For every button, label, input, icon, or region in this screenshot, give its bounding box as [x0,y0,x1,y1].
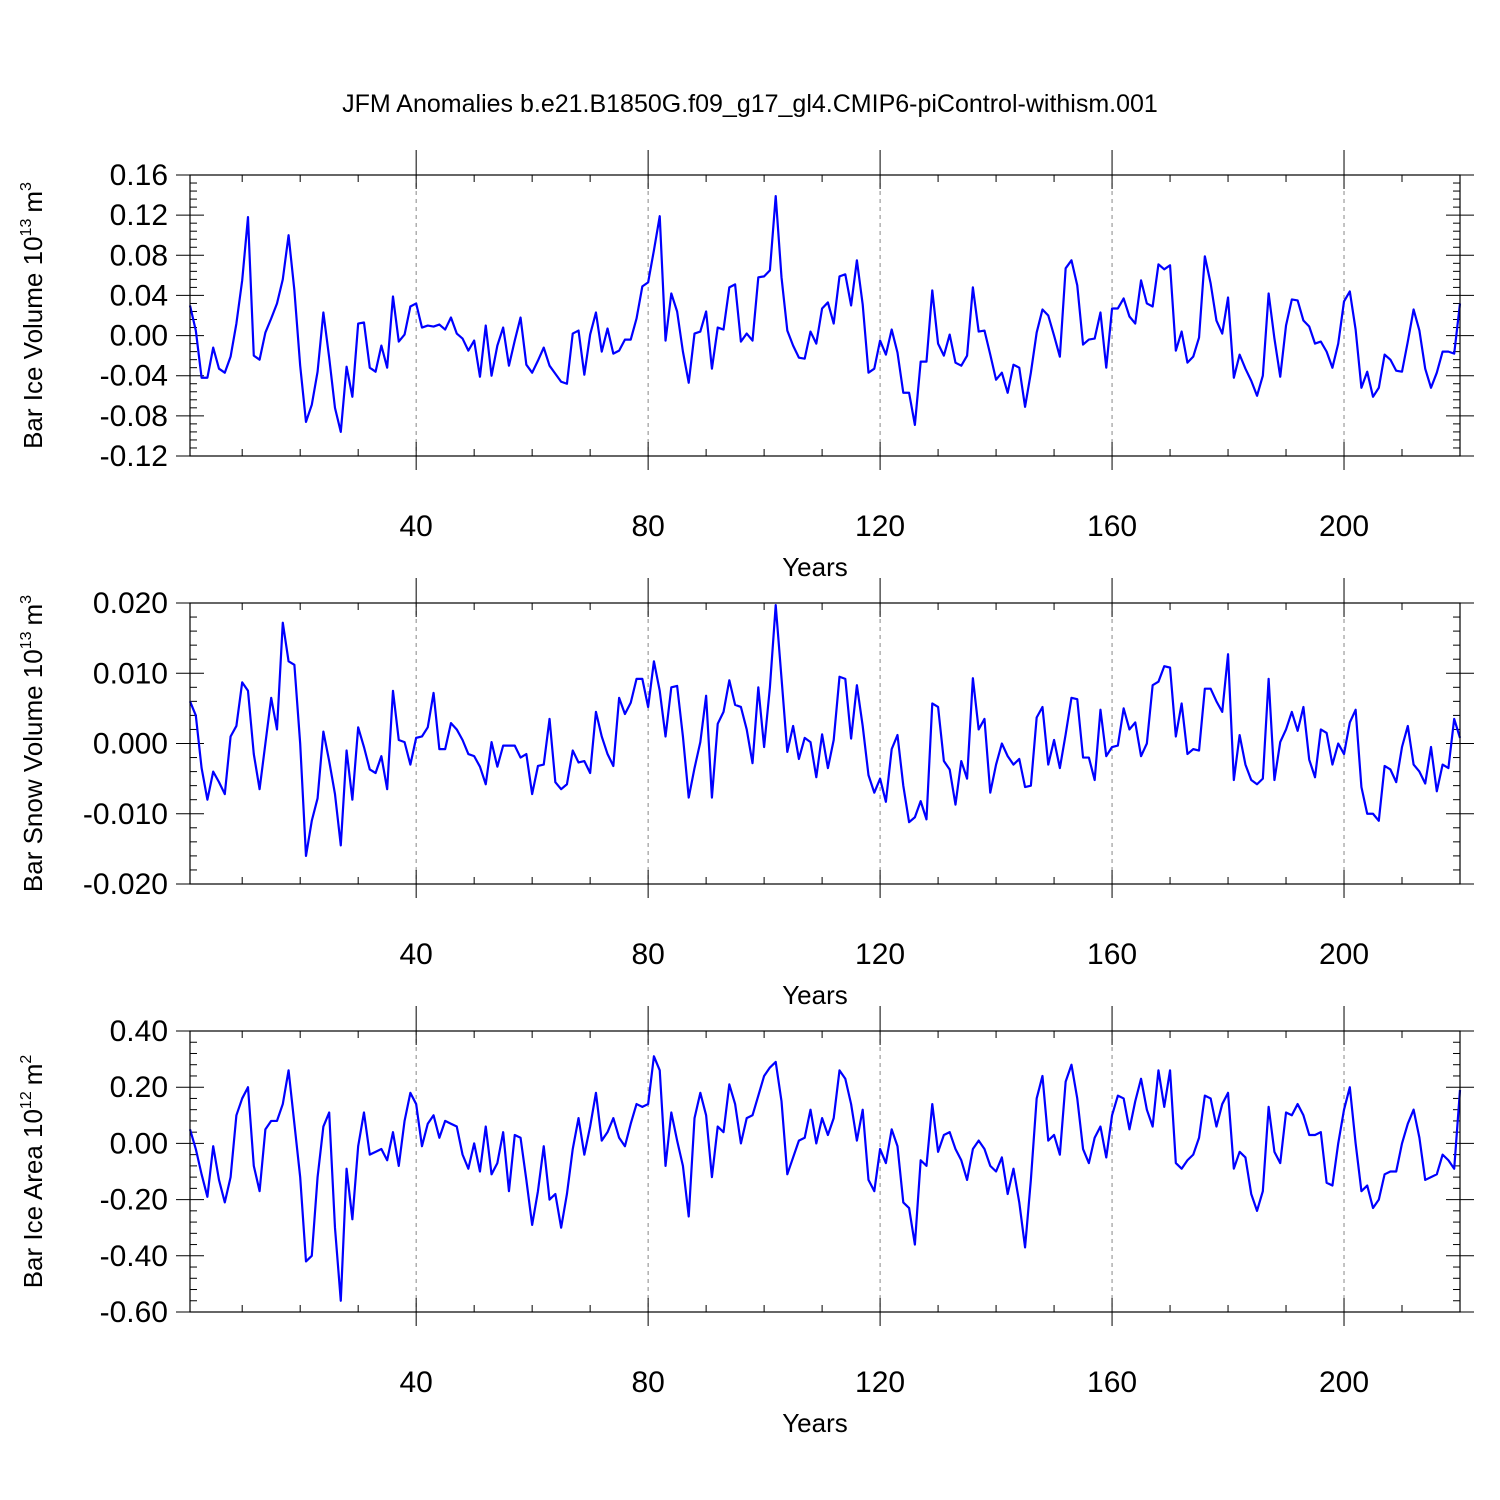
bar-ice-volume-x-tick-label: 120 [855,510,905,543]
bar-ice-volume-y-tick-label: 0.12 [110,199,168,232]
bar-ice-volume-x-tick-label: 80 [631,510,664,543]
bar-snow-volume-x-tick-label: 200 [1319,938,1369,971]
bar-snow-volume-y-label-unit-exponent: 3 [18,595,35,604]
bar-ice-area-y-tick-label: -0.20 [100,1184,168,1217]
bar-ice-volume-y-axis-label: Bar Ice Volume 1013 m3 [18,182,48,449]
bar-snow-volume-y-tick-label: 0.010 [93,657,168,690]
bar-ice-volume-y-tick-label: 0.16 [110,159,168,192]
bar-ice-volume-y-tick-label: 0.00 [110,320,168,353]
bar-snow-volume-x-tick-label: 80 [631,938,664,971]
bar-ice-area-y-tick-label: 0.40 [110,1015,168,1048]
bar-ice-volume-y-tick-label: -0.04 [100,360,168,393]
panel-snow-volume: -0.020 -0.010 0.000 0.010 0.020 40 80 120 160 200… [18,578,1474,1010]
bar-ice-area-y-tick-label: -0.60 [100,1296,168,1329]
bar-snow-volume-y-label-main: Bar Snow Volume 10 [18,649,48,892]
bar-ice-volume-y-label-exponent: 13 [18,219,35,237]
bar-ice-volume-y-tick-label: -0.12 [100,440,168,473]
bar-ice-volume-plot-frame [189,174,1461,457]
bar-snow-volume-series-line [188,604,1462,858]
bar-ice-area-y-label-main: Bar Ice Area 10 [18,1109,48,1288]
bar-ice-area-y-axis-label: Bar Ice Area 1012 m2 [18,1055,48,1289]
bar-ice-volume-x-tick-label: 40 [399,510,432,543]
bar-ice-area-y-label-exponent: 12 [18,1091,35,1109]
bar-snow-volume-x-tick-label: 160 [1087,938,1137,971]
bar-snow-volume-plot-frame [189,602,1461,885]
bar-ice-volume-y-tick-label: 0.08 [110,239,168,272]
figure-title: JFM Anomalies b.e21.B1850G.f09_g17_gl4.C… [342,90,1158,118]
bar-ice-area-y-tick-label: -0.40 [100,1240,168,1273]
bar-snow-volume-y-label-unit: m [18,604,48,626]
bar-snow-volume-x-tick-label: 120 [855,938,905,971]
bar-ice-area-plot-frame [189,1030,1461,1313]
bar-ice-area-x-tick-label: 40 [399,1366,432,1399]
bar-ice-area-y-label-unit-exponent: 2 [18,1055,35,1064]
bar-ice-volume-x-axis-label: Years [782,552,848,582]
bar-ice-area-x-tick-label: 80 [631,1366,664,1399]
bar-snow-volume-y-tick-label: -0.020 [83,868,168,901]
bar-ice-area-x-tick-label: 120 [855,1366,905,1399]
bar-ice-volume-y-label-unit: m [18,191,48,213]
bar-ice-area-y-tick-label: 0.00 [110,1127,168,1160]
bar-ice-volume-y-tick-label: 0.04 [110,279,168,312]
bar-snow-volume-x-tick-label: 40 [399,938,432,971]
bar-ice-volume-x-tick-label: 200 [1319,510,1369,543]
bar-snow-volume-y-label-exponent: 13 [18,631,35,649]
bar-snow-volume-y-tick-label: 0.020 [93,587,168,620]
panel-ice-area: -0.60 -0.40 -0.20 0.00 0.20 0.40 40 80 120 160 200… [18,1006,1474,1438]
bar-ice-volume-x-tick-label: 160 [1087,510,1137,543]
bar-ice-area-x-tick-label: 200 [1319,1366,1369,1399]
bar-ice-area-y-label-unit: m [18,1064,48,1086]
bar-ice-volume-y-tick-label: -0.08 [100,400,168,433]
bar-ice-area-x-axis-label: Years [782,1408,848,1438]
bar-ice-area-x-tick-label: 160 [1087,1366,1137,1399]
bar-ice-volume-series-line [188,194,1462,434]
bar-snow-volume-y-tick-label: -0.010 [83,798,168,831]
bar-ice-area-y-tick-label: 0.20 [110,1071,168,1104]
bar-ice-area-series-line [188,1055,1462,1302]
panel-ice-volume: -0.12 -0.08 -0.04 0.00 0.04 0.08 0.12 0.16 40 80 1… [18,150,1474,582]
bar-snow-volume-y-axis-label: Bar Snow Volume 1013 m3 [18,595,48,892]
bar-snow-volume-y-tick-label: 0.000 [93,728,168,761]
bar-ice-volume-y-label-main: Bar Ice Volume 10 [18,236,48,448]
bar-snow-volume-x-axis-label: Years [782,980,848,1010]
bar-ice-volume-y-label-unit-exponent: 3 [18,182,35,191]
